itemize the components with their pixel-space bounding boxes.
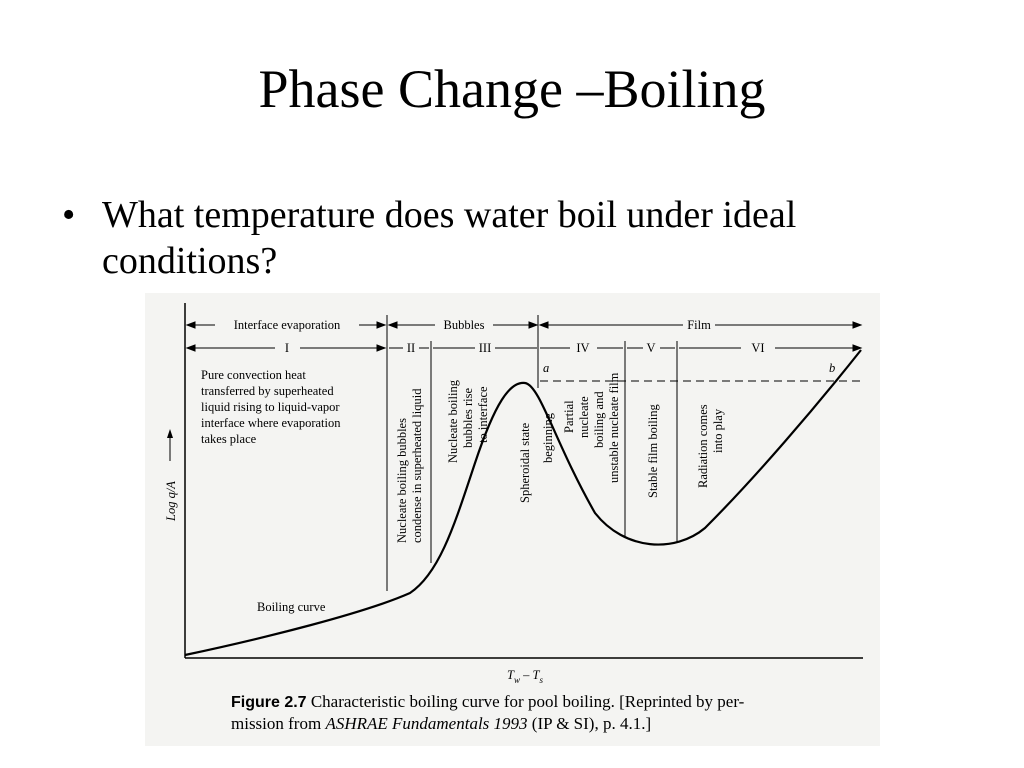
regime-dividers (386, 315, 678, 591)
svg-text:liquid rising to liquid-vapor: liquid rising to liquid-vapor (201, 400, 340, 414)
svg-text:boiling and: boiling and (592, 391, 606, 448)
regime-bar (185, 321, 863, 352)
svg-text:Nucleate boiling: Nucleate boiling (446, 379, 460, 463)
roman-ii: II (407, 341, 415, 355)
svg-text:Partial: Partial (562, 400, 576, 433)
svg-text:nucleate: nucleate (577, 396, 591, 438)
figure-number: Figure 2.7 (231, 694, 307, 711)
region-ii-description: Nucleate boiling bubbles condense in sup… (395, 388, 424, 543)
svg-text:unstable nucleate film: unstable nucleate film (607, 372, 621, 483)
regime-bubbles: Bubbles (444, 318, 485, 332)
bullet-text: What temperature does water boil under i… (102, 194, 797, 282)
y-axis-label: Log q/A (164, 481, 178, 522)
roman-v: V (646, 341, 655, 355)
caption-line-2a: mission from (231, 714, 326, 733)
x-axis-label: Tw – Ts (507, 668, 543, 685)
svg-text:Radiation comes: Radiation comes (696, 404, 710, 488)
caption-source: ASHRAE Fundamentals 1993 (325, 714, 528, 733)
boiling-curve-diagram: Interface evaporation Bubbles Film I II … (164, 303, 863, 685)
region-iv-description: Partial nucleate boiling and unstable nu… (562, 372, 621, 483)
roman-iii: III (479, 341, 492, 355)
svg-text:bubbles rise: bubbles rise (461, 387, 475, 448)
region-iii-description: Nucleate boiling bubbles rise to interfa… (446, 379, 490, 463)
svg-text:Pure convection heat: Pure convection heat (201, 368, 306, 382)
spheroidal-state-label: Spheroidal state (518, 422, 532, 503)
point-b: b (829, 361, 835, 375)
region-i-description: Pure convection heat transferred by supe… (201, 368, 341, 446)
caption-line-2c: (IP & SI), p. 4.1.] (527, 714, 652, 733)
svg-text:takes place: takes place (201, 432, 257, 446)
y-axis-label-group: Log q/A (164, 429, 178, 522)
regime-interface-evaporation: Interface evaporation (234, 318, 341, 332)
region-v-description: Stable film boiling (646, 404, 660, 498)
svg-text:Nucleate boiling bubbles: Nucleate boiling bubbles (395, 418, 409, 543)
slide-title: Phase Change –Boiling (258, 59, 766, 119)
boiling-curve-label: Boiling curve (257, 600, 326, 614)
svg-text:transferred by superheated: transferred by superheated (201, 384, 334, 398)
regime-film: Film (687, 318, 711, 332)
boiling-curve (184, 349, 862, 657)
roman-vi: VI (751, 341, 764, 355)
figure-caption: Figure 2.7 Characteristic boiling curve … (231, 691, 851, 734)
bullet-marker: • (62, 194, 76, 236)
beginning-label: beginning (541, 412, 555, 463)
roman-i: I (285, 341, 289, 355)
caption-line-1: Characteristic boiling curve for pool bo… (310, 692, 745, 711)
roman-iv: IV (576, 341, 589, 355)
boiling-curve-figure: Interface evaporation Bubbles Film I II … (145, 293, 880, 746)
svg-text:to interface: to interface (476, 386, 490, 443)
svg-text:condense in superheated liquid: condense in superheated liquid (410, 388, 424, 543)
region-vi-description: Radiation comes into play (696, 404, 725, 488)
svg-text:into play: into play (711, 408, 725, 453)
svg-text:interface where evaporation: interface where evaporation (201, 416, 341, 430)
point-a: a (543, 361, 549, 375)
